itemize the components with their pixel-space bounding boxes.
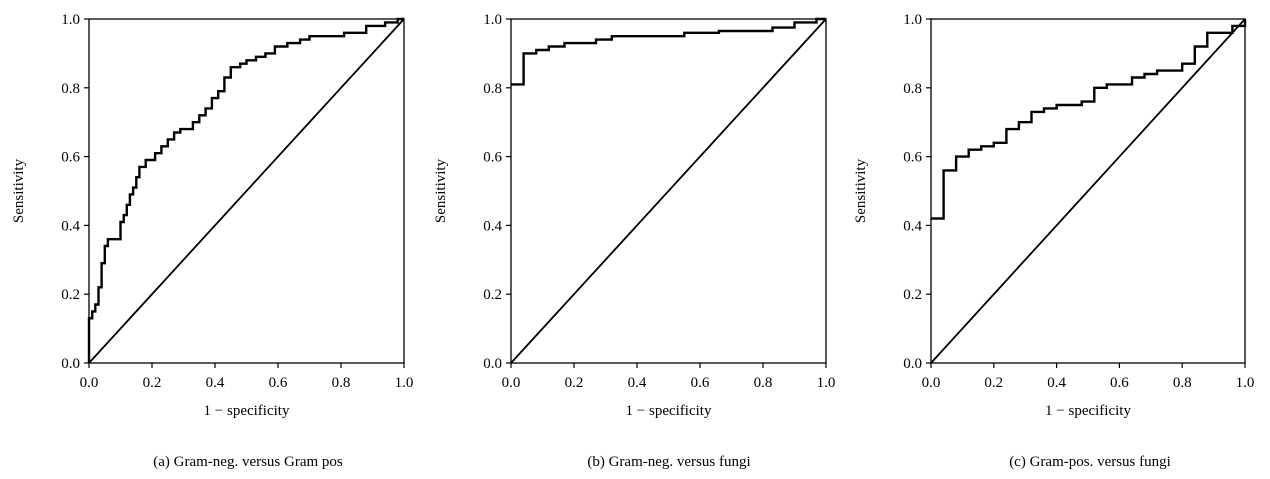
- y-tick-label: 0.6: [61, 150, 80, 166]
- chart-panel-2: 0.0 0.2 0.4 0.6 0.8 1.0 0.0 0.2 0.4 0.6 0.8 1.0 1 − …: [433, 12, 835, 470]
- chart-panel-3: 0.0 0.2 0.4 0.6 0.8 1.0 0.0 0.2 0.4 0.6 0.8 1.0 1 − …: [853, 12, 1254, 470]
- y-tick-label: 0.2: [483, 287, 502, 303]
- x-tick-label: 1.0: [1236, 375, 1255, 391]
- reference-diagonal-line: [930, 18, 1246, 364]
- y-tick-label: 0.6: [483, 150, 502, 166]
- plot-frame: [510, 18, 827, 364]
- roc-curve-line: [87, 17, 404, 363]
- panel-caption: (c) Gram-pos. versus fungi: [1009, 454, 1171, 470]
- x-tick-label: 0.0: [80, 375, 99, 391]
- plot-frame: [88, 18, 405, 364]
- y-tick-label: 0.4: [61, 218, 80, 234]
- y-axis-label: Sensitivity: [853, 158, 869, 223]
- x-tick-label: 0.8: [1173, 375, 1192, 391]
- panel-caption: (a) Gram-neg. versus Gram pos: [153, 454, 343, 470]
- x-tick-label: 0.4: [628, 375, 647, 391]
- y-tick-label: 0.8: [903, 81, 922, 97]
- y-tick-label: 0.8: [483, 81, 502, 97]
- y-tick-label: 0.8: [61, 81, 80, 97]
- x-tick-label: 0.0: [922, 375, 941, 391]
- x-tick-label: 0.8: [754, 375, 773, 391]
- x-tick-label: 0.6: [269, 375, 288, 391]
- x-tick-label: 0.0: [502, 375, 521, 391]
- x-tick-label: 0.2: [984, 375, 1003, 391]
- x-axis-label: 1 − specificity: [1045, 403, 1131, 419]
- chart-panel-1: 0.0 0.2 0.4 0.6 0.8 1.0 0.0 0.2 0.4 0.6 0.8 1.0 1 − …: [11, 12, 413, 470]
- y-tick-label: 0.2: [903, 287, 922, 303]
- y-tick-label: 1.0: [483, 12, 502, 28]
- y-tick-label: 0.4: [903, 218, 922, 234]
- reference-diagonal-line: [88, 18, 405, 364]
- x-tick-label: 1.0: [817, 375, 836, 391]
- y-tick-label: 1.0: [903, 12, 922, 28]
- y-tick-label: 0.4: [483, 218, 502, 234]
- y-axis-label: Sensitivity: [11, 158, 27, 223]
- reference-diagonal-line: [510, 18, 827, 364]
- x-tick-label: 0.4: [1047, 375, 1066, 391]
- y-axis-label: Sensitivity: [433, 158, 449, 223]
- y-tick-label: 0.6: [903, 150, 922, 166]
- y-tick-label: 0.0: [903, 356, 922, 372]
- x-tick-label: 0.4: [206, 375, 225, 391]
- x-tick-label: 1.0: [395, 375, 414, 391]
- x-tick-label: 0.2: [565, 375, 584, 391]
- y-tick-label: 0.0: [483, 356, 502, 372]
- roc-curve-line: [511, 17, 826, 86]
- x-axis-label: 1 − specificity: [626, 403, 712, 419]
- panel-caption: (b) Gram-neg. versus fungi: [587, 454, 750, 470]
- x-tick-label: 0.6: [691, 375, 710, 391]
- roc-curve-line: [931, 19, 1247, 220]
- x-tick-label: 0.8: [332, 375, 351, 391]
- x-tick-label: 0.6: [1110, 375, 1129, 391]
- x-axis-label: 1 − specificity: [204, 403, 290, 419]
- y-tick-label: 0.2: [61, 287, 80, 303]
- y-tick-label: 0.0: [61, 356, 80, 372]
- x-tick-label: 0.2: [143, 375, 162, 391]
- plot-frame: [930, 18, 1246, 364]
- y-tick-label: 1.0: [61, 12, 80, 28]
